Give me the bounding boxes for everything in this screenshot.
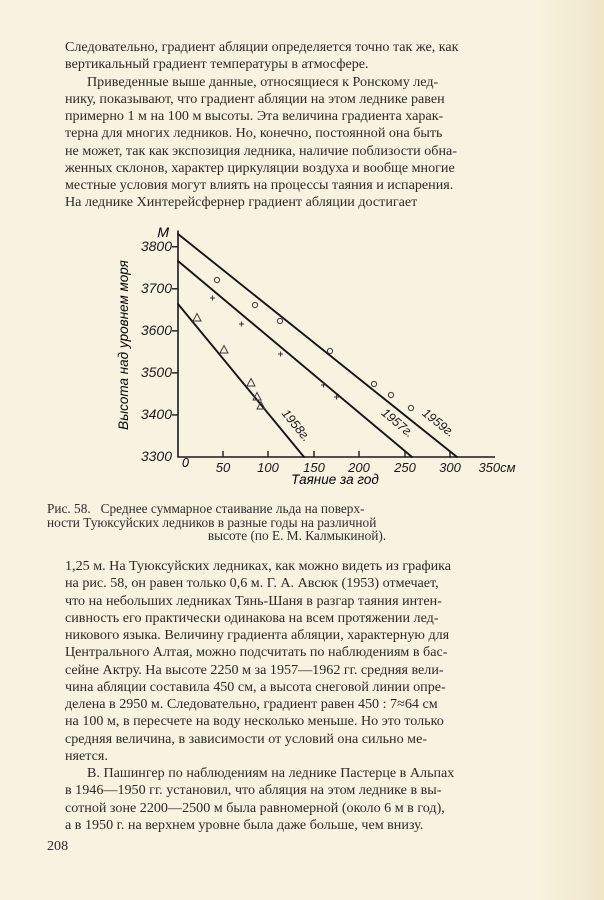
svg-text:3700: 3700 (141, 280, 172, 296)
svg-text:1958г.: 1958г. (279, 407, 314, 445)
svg-text:50: 50 (216, 460, 231, 475)
svg-text:Таяние за год: Таяние за год (291, 472, 379, 487)
svg-text:0: 0 (182, 456, 189, 470)
svg-text:3300: 3300 (141, 448, 172, 464)
svg-text:300: 300 (439, 460, 461, 475)
svg-text:3800: 3800 (141, 238, 172, 254)
svg-text:3400: 3400 (141, 406, 172, 422)
svg-text:Высота над уровнем моря: Высота над уровнем моря (116, 260, 131, 430)
svg-text:350см: 350см (478, 460, 515, 475)
svg-text:М: М (157, 224, 169, 240)
svg-text:3600: 3600 (141, 322, 172, 338)
svg-text:250: 250 (393, 460, 416, 475)
svg-text:100: 100 (257, 460, 279, 475)
svg-text:3500: 3500 (141, 364, 172, 380)
svg-text:1959г.: 1959г. (419, 406, 457, 440)
